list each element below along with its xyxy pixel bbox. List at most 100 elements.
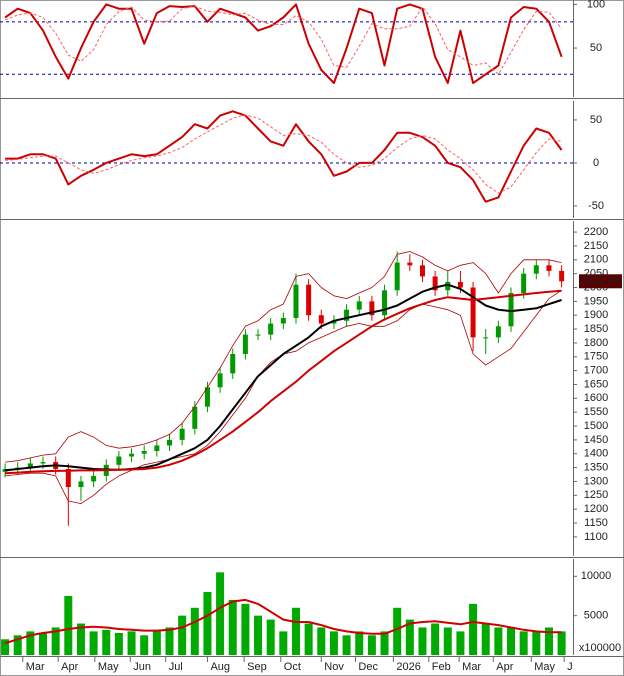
candle-body [78,481,84,488]
y-tick-label: 0 [593,157,599,169]
volume-bar [178,615,187,655]
y-tick-label: 1900 [584,309,608,321]
x-tick-label: Sep [247,661,267,673]
volume-bar [494,627,503,655]
candle-body [356,301,362,310]
candle-body [65,468,71,488]
candle-body [2,468,8,472]
y-tick-label: 1500 [584,420,608,432]
x-tick-label: Dec [358,661,378,673]
x-tick-label: Oct [284,661,301,673]
x-tick-label: Jul [169,661,183,673]
candle-body [432,276,438,291]
volume-bar [279,631,288,655]
candle-body [91,475,97,482]
candle-body [255,334,261,336]
candle-body [559,270,565,282]
series-line [5,114,562,194]
volume-bar [342,635,351,655]
y-tick-label: -50 [588,200,604,212]
last-price-box [579,274,622,289]
volume-bar [127,631,136,655]
volume-bar [228,599,237,655]
x-tick-label: Apr [61,661,78,673]
y-tick-label: 10000 [581,570,612,582]
candle-body [331,320,337,324]
x-tick-label: Apr [496,661,513,673]
volume-bar [317,627,326,655]
y-tick-label: 1550 [584,406,608,418]
volume-bar [76,623,85,655]
candle-body [369,301,375,316]
unit-label: x100000 [579,642,621,654]
y-tick-label: 2200 [584,226,608,238]
candle-body [293,284,299,318]
y-tick-label: 1150 [584,517,608,529]
volume-bar [367,635,376,655]
y-tick-label: 1950 [584,295,608,307]
candle-body [470,287,476,338]
candle-body [457,281,463,288]
candle-body [154,445,160,451]
volume-bar [481,623,490,655]
y-tick-label: 100 [587,0,605,10]
y-tick-label: 1600 [584,392,608,404]
y-tick-label: 1650 [584,378,608,390]
y-tick-label: 50 [590,114,602,126]
candle-body [192,406,198,429]
volume-bar [13,635,22,655]
candle-body [419,265,425,277]
volume-bar [355,631,364,655]
candle-body [129,453,135,457]
candle-body [407,262,413,266]
candle-body [40,462,46,464]
volume-bar [190,607,199,655]
x-tick-label: Feb [432,661,451,673]
volume-bar [1,639,10,655]
y-tick-label: 1450 [584,434,608,446]
volume-bar [39,632,48,655]
candle-body [179,428,185,440]
y-tick-label: 5000 [584,610,608,622]
volume-bar [254,615,263,655]
series-line [5,110,563,203]
volume-bar [26,631,35,655]
volume-bar [418,627,427,655]
candle-body [483,337,489,339]
x-tick-label: Jun [133,661,151,673]
volume-bar [241,603,250,655]
y-tick-label: 1850 [584,323,608,335]
y-tick-label: 1800 [584,337,608,349]
volume-bar [443,627,452,655]
y-tick-label: 1700 [584,365,608,377]
y-tick-label: 1350 [584,462,608,474]
volume-bar [304,623,313,655]
candle-body [546,265,552,271]
y-tick-label: 1300 [584,475,608,487]
x-tick-label: J [567,661,573,673]
candle-body [344,309,350,321]
volume-bar [431,623,440,655]
volume-bar [102,629,111,655]
volume-bar [114,632,123,655]
volume-bar [329,631,338,655]
candle-body [306,284,312,316]
x-tick-label: Mar [462,661,481,673]
series-line [4,3,563,84]
series-line [4,5,562,75]
candle-body [141,450,147,454]
volume-bar [557,631,566,655]
volume-bar [456,631,465,655]
candle-body [508,293,514,327]
volume-bar [393,607,402,655]
volume-bar [469,603,478,655]
volume-bar [405,619,414,655]
volume-bar [140,635,149,655]
y-tick-label: 2150 [584,240,608,252]
volume-bar [266,619,275,655]
candle-body [166,439,172,446]
volume-bar [544,627,553,655]
volume-bar [532,631,541,655]
